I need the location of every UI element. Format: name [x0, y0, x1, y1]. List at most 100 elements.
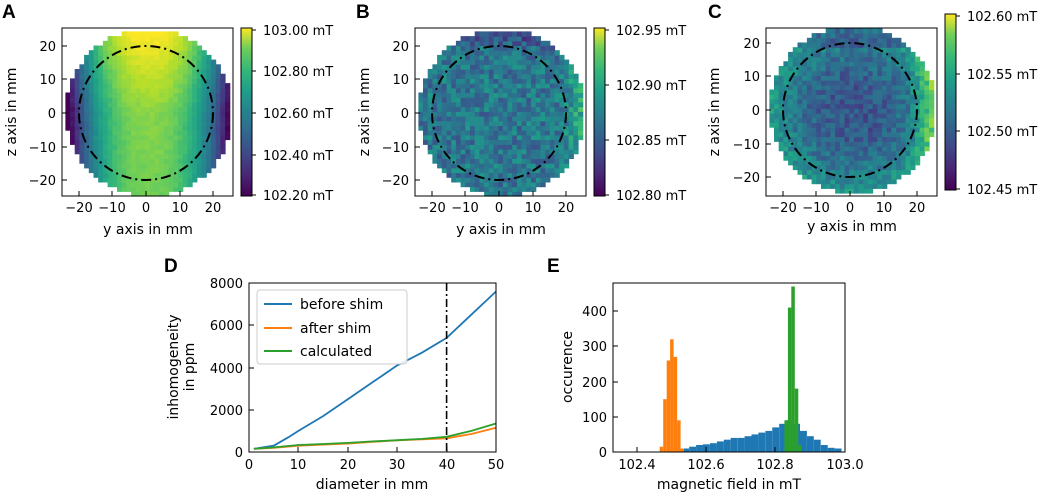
heatmap-cell [215, 111, 221, 117]
heatmap-cell [521, 163, 527, 169]
heatmap-cell [441, 144, 448, 150]
heatmap-cell [802, 103, 808, 109]
heatmap-cell [159, 130, 165, 136]
heatmap-cell [545, 97, 551, 103]
heatmap-cell [792, 141, 799, 147]
heatmap-cell [797, 98, 803, 105]
hist-bar-before-shim [813, 439, 821, 452]
heatmap-cell [914, 70, 921, 76]
heatmap-cell [802, 47, 808, 53]
heatmap-cell [886, 113, 892, 119]
heatmap-cell [474, 158, 480, 164]
heatmap-cell [201, 125, 207, 131]
heatmap-cell [802, 75, 808, 81]
x-tick-label: 102.6 [687, 458, 724, 473]
heatmap-cell [886, 70, 892, 76]
heatmap-cell [112, 106, 118, 112]
heatmap-cell [474, 144, 480, 150]
heatmap-cell [844, 183, 850, 189]
heatmap-cell [102, 177, 109, 183]
colorbar-label: 102.55 mT [967, 68, 1037, 83]
heatmap-cell [117, 87, 123, 94]
heatmap-cell [910, 150, 916, 156]
heatmap-cell [498, 111, 504, 117]
heatmap-cell [488, 69, 495, 75]
heatmap-cell [446, 78, 452, 84]
heatmap-cell [159, 87, 165, 94]
heatmap-cell [121, 181, 127, 188]
heatmap-cell [563, 97, 570, 103]
heatmap-cell [816, 150, 822, 156]
heatmap-cell [112, 69, 118, 75]
heatmap-cell [465, 134, 471, 141]
y-tick-label: 4000 [210, 362, 243, 377]
heatmap-cell [877, 108, 883, 114]
heatmap-cell [516, 153, 523, 159]
heatmap-cell [84, 144, 90, 150]
heatmap-cell [441, 73, 448, 79]
heatmap-cell [788, 103, 794, 109]
heatmap-cell [210, 163, 217, 169]
heatmap-cell [507, 69, 513, 75]
heatmap-cell [526, 101, 532, 108]
heatmap-cell [578, 97, 584, 103]
heatmap-cell [493, 158, 499, 164]
heatmap-cell [839, 89, 846, 95]
heatmap-cell [858, 160, 864, 166]
heatmap-cell [484, 163, 490, 169]
heatmap-cell [839, 183, 846, 189]
heatmap-cell [206, 87, 212, 94]
heatmap-cell [816, 42, 822, 48]
heatmap-cell [488, 36, 495, 42]
heatmap-cell [187, 54, 193, 61]
heatmap-cell [853, 131, 860, 138]
heatmap-cell [526, 87, 532, 94]
panel-a-yticks: 20 10 0 −10 −20 [29, 40, 67, 189]
heatmap-cell [474, 149, 480, 155]
heatmap-cell [806, 169, 813, 175]
heatmap-cell [778, 122, 784, 128]
heatmap-cell [84, 54, 90, 61]
heatmap-cell [470, 158, 476, 164]
heatmap-cell [470, 153, 476, 159]
heatmap-cell [802, 84, 808, 91]
heatmap-cell [93, 87, 99, 94]
heatmap-cell [149, 153, 156, 159]
heatmap-cell [554, 167, 560, 174]
heatmap-cell [835, 98, 841, 105]
heatmap-cell [79, 69, 85, 75]
heatmap-cell [811, 70, 817, 76]
heatmap-cell [112, 116, 118, 122]
heatmap-cell [835, 127, 841, 133]
heatmap-cell [163, 78, 170, 84]
heatmap-cell [905, 70, 911, 76]
heatmap-cell [844, 98, 850, 105]
heatmap-cell [460, 153, 466, 159]
heatmap-cell [896, 70, 902, 76]
heatmap-cell [474, 36, 480, 42]
heatmap-cell [516, 31, 523, 37]
heatmap-cell [182, 54, 188, 61]
heatmap-cell [135, 167, 142, 174]
heatmap-cell [498, 120, 504, 126]
panel-b: B −20 −10 0 10 20 20 10 0 −10 −20 y axis… [356, 2, 686, 238]
heatmap-cell [507, 186, 513, 192]
heatmap-cell [145, 181, 151, 188]
heatmap-cell [549, 64, 556, 70]
heatmap-cell [206, 73, 212, 79]
heatmap-cell [112, 163, 118, 169]
heatmap-cell [910, 80, 916, 86]
heatmap-cell [460, 139, 466, 145]
heatmap-cell [877, 183, 883, 189]
heatmap-cell [872, 174, 878, 180]
heatmap-cell [825, 108, 831, 114]
heatmap-cell [488, 191, 495, 197]
heatmap-cell [159, 83, 165, 89]
heatmap-cell [187, 78, 193, 84]
heatmap-cell [516, 163, 523, 169]
heatmap-cell [816, 141, 822, 147]
heatmap-cell [479, 40, 485, 47]
heatmap-cell [573, 116, 579, 122]
heatmap-cell [545, 163, 551, 169]
heatmap-cell [173, 172, 179, 178]
